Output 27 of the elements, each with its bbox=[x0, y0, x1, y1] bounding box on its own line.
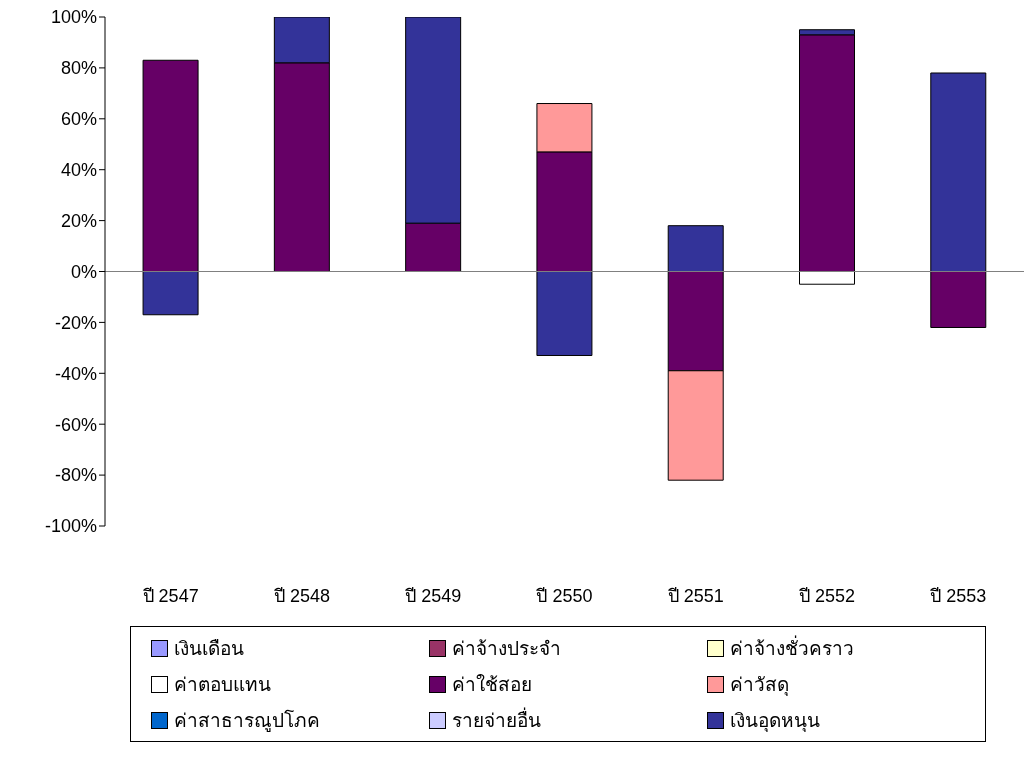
y-tick-label: 0% bbox=[70, 261, 97, 282]
y-tick-label: -100% bbox=[44, 516, 97, 537]
x-tick-label: ปี 2548 bbox=[273, 585, 330, 606]
legend-label: ค่าวัสดุ bbox=[730, 673, 789, 698]
legend-label: ค่าตอบแทน bbox=[174, 673, 271, 697]
legend-label: เงินเดือน bbox=[174, 637, 244, 661]
legend-label: ค่าจ้างประจำ bbox=[452, 637, 561, 661]
y-tick-label: 100% bbox=[50, 7, 97, 28]
y-tick-label: 20% bbox=[60, 210, 97, 231]
y-tick-label: 60% bbox=[60, 109, 97, 130]
y-tick-label: -60% bbox=[54, 414, 97, 435]
x-tick-label: ปี 2550 bbox=[536, 585, 593, 606]
x-tick-label: ปี 2551 bbox=[667, 585, 724, 606]
legend-label: ค่าจ้างชั่วคราว bbox=[730, 634, 854, 661]
y-tick-label: 80% bbox=[60, 58, 97, 79]
x-tick-label: ปี 2552 bbox=[799, 585, 856, 606]
y-tick-label: -20% bbox=[54, 312, 97, 333]
legend-label: ค่าใช้สอย bbox=[452, 673, 532, 697]
legend-label: เงินอุดหนุน bbox=[730, 709, 820, 734]
y-tick-label: 40% bbox=[60, 160, 97, 181]
y-tick-label: -80% bbox=[54, 465, 97, 486]
y-tick-label: -40% bbox=[54, 363, 97, 384]
legend-label: รายจ่ายอื่น bbox=[452, 706, 541, 733]
legend-label: ค่าสาธารณูปโภค bbox=[174, 708, 320, 734]
x-tick-label: ปี 2553 bbox=[930, 585, 987, 606]
x-tick-label: ปี 2547 bbox=[142, 585, 199, 606]
x-tick-label: ปี 2549 bbox=[405, 585, 462, 606]
